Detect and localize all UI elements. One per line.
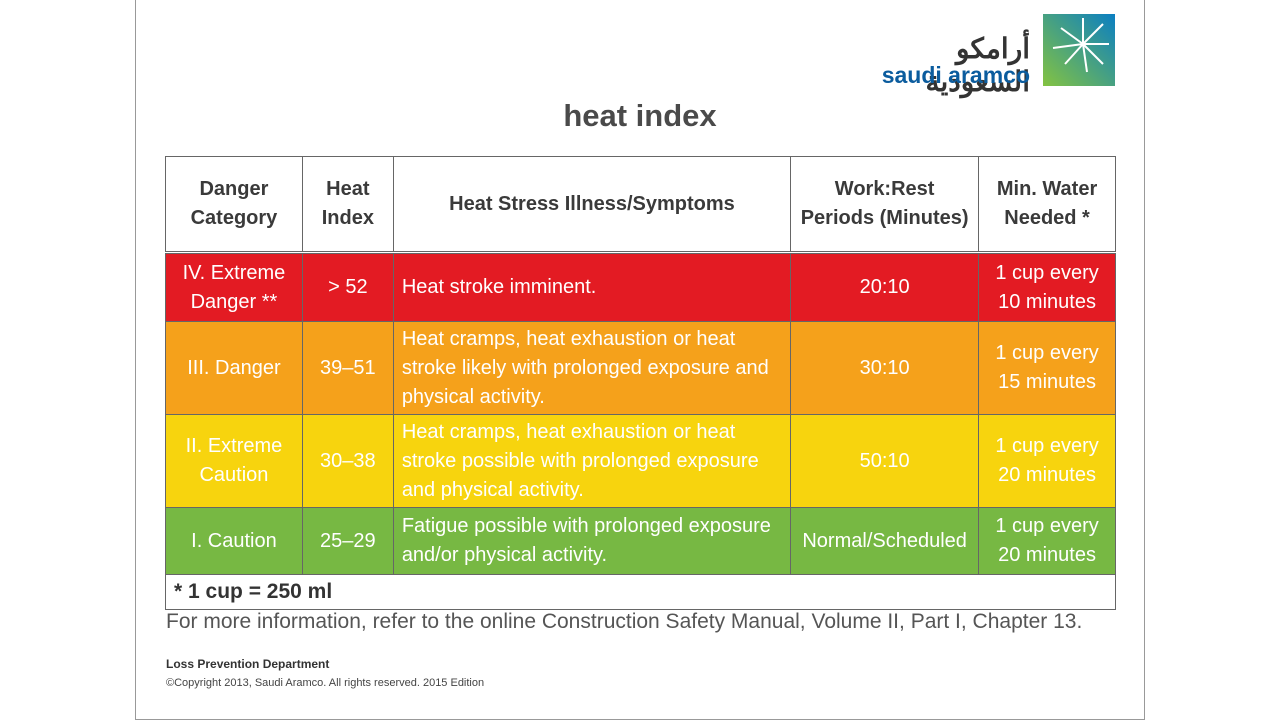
header-cell: Heat Stress Illness/Symptoms [392,156,792,254]
header-row: Danger Category Heat Index Heat Stress Ill… [165,156,1116,254]
footnote: * 1 cup = 250 ml [165,574,1116,610]
table-cell: Heat stroke imminent. [392,252,792,322]
table-cell: 50:10 [790,414,980,508]
table-row: IV. Extreme Danger ** > 52 Heat stroke imm… [165,252,1116,322]
info-text: For more information, refer to the onlin… [166,610,1083,633]
table-row: II. Extreme Caution 30–38 Heat cramps, hea… [165,414,1116,508]
table-cell: 1 cup every 20 minutes [978,414,1116,508]
header-cell: Work:Rest Periods (Minutes) [790,156,980,254]
header-cell: Heat Index [301,156,394,254]
table-cell: Normal/Scheduled [790,507,980,575]
header-cell: Danger Category [165,156,303,254]
table-cell: 30–38 [301,414,394,508]
department: Loss Prevention Department [166,657,330,671]
table-cell: 1 cup every 10 minutes [978,252,1116,322]
footnote-row: * 1 cup = 250 ml [165,574,1116,610]
table-row: III. Danger 39–51 Heat cramps, heat exhaus… [165,321,1116,415]
table-row: I. Caution 25–29 Fatigue possible with pro… [165,507,1116,575]
table-cell: Heat cramps, heat exhaustion or heat str… [392,321,792,415]
table-cell: Fatigue possible with prolonged exposure… [392,507,792,575]
table-cell: Heat cramps, heat exhaustion or heat str… [392,414,792,508]
copyright: ©Copyright 2013, Saudi Aramco. All right… [166,677,485,689]
table-cell: 30:10 [790,321,980,415]
card [135,0,1145,720]
table-cell: 20:10 [790,252,980,322]
heat-table: Danger Category Heat Index Heat Stress Ill… [165,156,1116,610]
table-cell: 1 cup every 15 minutes [978,321,1116,415]
logo-icon [1043,14,1115,86]
title: heat index [563,98,717,133]
logo-arabic: أرامكو السعودية [925,33,1030,97]
table-cell: 39–51 [301,321,394,415]
table-cell: 1 cup every 20 minutes [978,507,1116,575]
logo-latin: saudi aramco [881,62,1030,88]
table-cell: > 52 [301,252,394,322]
header-cell: Min. Water Needed * [978,156,1116,254]
table-cell: IV. Extreme Danger ** [165,252,303,322]
table-cell: I. Caution [165,507,303,575]
table-cell: III. Danger [165,321,303,415]
table-cell: 25–29 [301,507,394,575]
table-cell: II. Extreme Caution [165,414,303,508]
